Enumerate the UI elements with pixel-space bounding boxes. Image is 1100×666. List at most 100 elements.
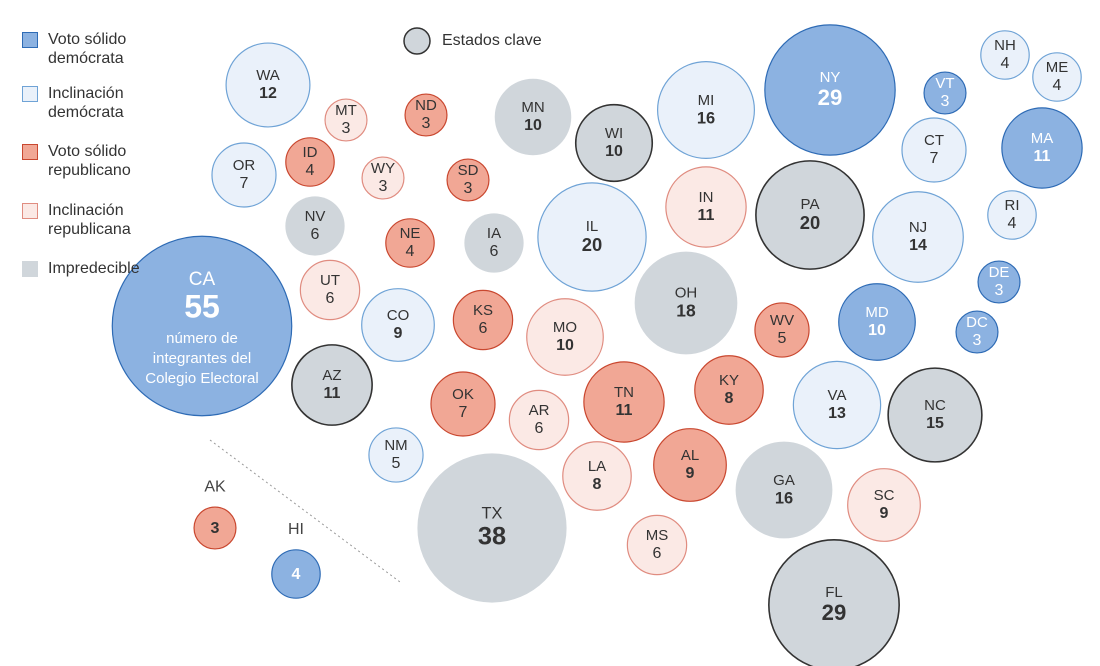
state-label: KY [719,372,739,389]
state-value: 6 [326,290,335,307]
state-bubble [626,514,688,576]
state-bubble [271,549,321,599]
state-label: HI [288,521,304,538]
state-label: TN [614,384,634,401]
state-label: CO [387,307,410,324]
state-label: TX [482,504,503,522]
state-bubble [430,371,496,437]
legend-item: Voto sólido republicano [22,142,140,180]
state-value: 6 [535,420,544,437]
state-label: MT [335,102,357,119]
state-value: 6 [311,226,320,243]
state-value: 7 [459,404,468,421]
state-label: NY [820,69,841,86]
state-value: 13 [828,405,846,422]
state-value: 4 [1053,77,1062,94]
state-label: NJ [909,219,927,236]
state-label: WA [256,67,280,84]
state-label: ID [303,144,318,161]
state-label: KS [473,302,493,319]
state-value: 5 [778,330,787,347]
state-value: 16 [697,109,715,127]
state-label: MN [521,99,544,116]
state-value: 4 [1001,55,1010,72]
state-bubble [1032,52,1082,102]
state-bubble [494,78,572,156]
state-value: 4 [1008,215,1017,232]
state-value: 7 [240,175,249,192]
state-value: 18 [676,301,696,321]
state-value: 3 [422,115,431,132]
legend-item: Inclinación demócrata [22,84,140,122]
key-swatch [403,27,431,55]
state-value: 3 [973,332,982,349]
state-bubble [361,156,405,200]
state-bubble [1001,107,1083,189]
legend-label: Inclinación republicana [48,202,131,238]
state-label: VT [935,75,954,92]
state-bubble [464,213,524,273]
state-value: 11 [616,402,633,419]
state-label: AR [529,402,550,419]
state-label: ME [1046,59,1069,76]
state-bubble [368,427,424,483]
state-bubble [977,260,1021,304]
state-label: NC [924,397,946,414]
state-label: DE [989,264,1010,281]
state-label: NE [400,225,421,242]
state-bubble [634,251,738,355]
state-value: 8 [725,390,734,407]
state-value: 7 [930,150,939,167]
state-bubble [324,98,368,142]
state-value: 11 [1034,148,1051,165]
state-label: SD [458,162,479,179]
legend-item: Inclinación republicana [22,201,140,239]
state-label: OK [452,386,474,403]
state-bubble [446,158,490,202]
state-label: WI [605,125,623,142]
state-bubble [656,60,755,160]
state-label: NH [994,37,1016,54]
state-value: 16 [775,489,793,507]
legend-item: Impredecible [22,259,140,278]
key-label: Estados clave [442,32,542,49]
state-bubble [404,93,448,137]
state-value: 10 [524,117,542,134]
state-label: MS [646,527,669,544]
state-value: 5 [392,455,401,472]
legend-swatch [22,144,38,160]
state-bubble [385,218,435,268]
state-bubble [361,288,435,362]
state-bubble [526,298,604,376]
state-bubble [211,142,277,208]
state-bubble [417,453,567,603]
state-label: IA [487,225,501,242]
state-label: CT [924,132,944,149]
state-bubble [987,190,1037,240]
state-value: 3 [379,178,388,195]
state-label: DC [966,314,988,331]
state-value: 6 [479,320,488,337]
legend-swatch [22,203,38,219]
state-bubble [755,160,865,270]
state-bubble [872,191,964,283]
state-bubble [735,441,833,539]
state-bubble [847,468,921,542]
state-label: IN [699,189,714,206]
state-bubble [838,283,916,361]
legend-item: Voto sólido demócrata [22,30,140,68]
state-value: 20 [800,212,820,233]
state-value: 4 [306,162,315,179]
state-bubble [291,344,373,426]
state-label: UT [320,272,340,289]
state-bubble [923,71,967,115]
state-label: GA [773,472,795,489]
state-label: AL [681,447,699,464]
state-bubble [562,441,632,511]
state-label: AK [204,478,226,495]
state-value: 8 [593,476,602,493]
state-label: MI [698,92,715,109]
legend-swatch [22,261,38,277]
state-label: NV [305,208,326,225]
